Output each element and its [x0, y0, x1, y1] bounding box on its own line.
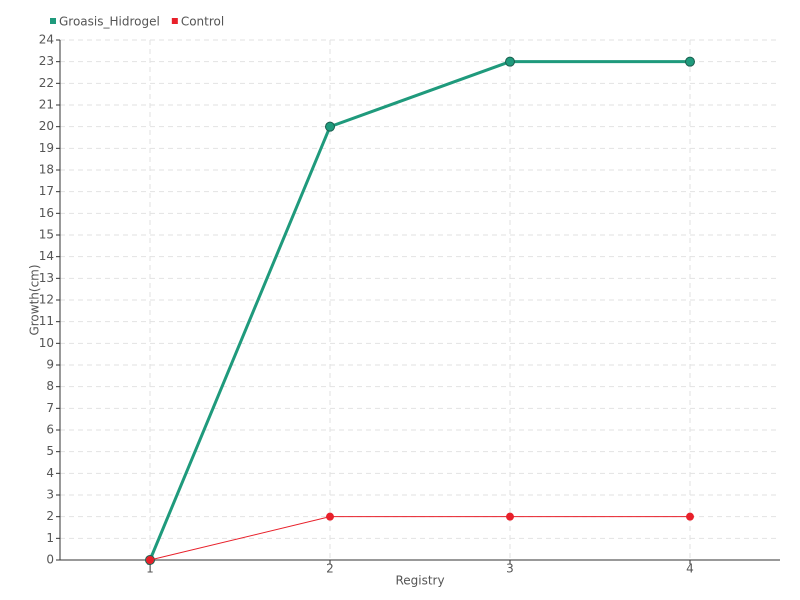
- line: [148, 60, 690, 561]
- legend-swatch: [50, 18, 56, 24]
- y-tick-label: 16: [39, 206, 54, 220]
- y-tick-label: 6: [46, 423, 54, 437]
- series: [148, 60, 690, 561]
- y-tick-label: 24: [39, 33, 54, 47]
- y-tick-label: 7: [46, 401, 54, 415]
- y-tick-label: 8: [46, 379, 54, 393]
- x-tick-label: 2: [326, 562, 334, 576]
- point: [686, 512, 694, 521]
- legend-label: Control: [181, 15, 224, 29]
- y-axis-label: Growth(cm): [28, 264, 42, 335]
- point: [685, 56, 695, 67]
- y-tick-label: 1: [46, 531, 54, 545]
- point: [325, 121, 335, 132]
- point: [146, 556, 154, 564]
- y-tick-label: 15: [39, 228, 54, 242]
- y-tick-label: 13: [39, 271, 54, 285]
- y-tick-label: 10: [39, 336, 54, 350]
- y-tick-label: 2: [46, 509, 54, 523]
- y-tick-label: 21: [39, 98, 54, 112]
- point: [505, 56, 515, 67]
- point: [326, 512, 334, 521]
- y-tick-label: 22: [39, 76, 54, 90]
- series: [149, 516, 690, 561]
- y-tick-label: 19: [39, 141, 54, 155]
- line: [149, 516, 690, 561]
- x-axis-label: Registry: [395, 574, 444, 588]
- y-tick-label: 5: [46, 444, 54, 458]
- legend-label: Groasis_Hidrogel: [59, 15, 160, 29]
- y-tick-label: 4: [46, 466, 54, 480]
- x-tick-label: 1: [146, 562, 154, 576]
- x-tick-label: 3: [506, 562, 514, 576]
- y-tick-label: 14: [39, 249, 54, 263]
- y-tick-label: 17: [39, 184, 54, 198]
- y-tick-label: 23: [39, 54, 54, 68]
- y-tick-label: 18: [39, 163, 54, 177]
- y-tick-label: 11: [39, 314, 54, 328]
- legend-swatch: [171, 18, 178, 24]
- y-tick-label: 3: [46, 488, 54, 502]
- point: [506, 512, 514, 521]
- y-tick-label: 20: [39, 119, 54, 133]
- y-tick-label: 12: [39, 293, 54, 307]
- y-tick-label: 9: [46, 358, 54, 372]
- x-tick-label: 4: [686, 562, 694, 576]
- y-tick-label: 0: [46, 553, 54, 567]
